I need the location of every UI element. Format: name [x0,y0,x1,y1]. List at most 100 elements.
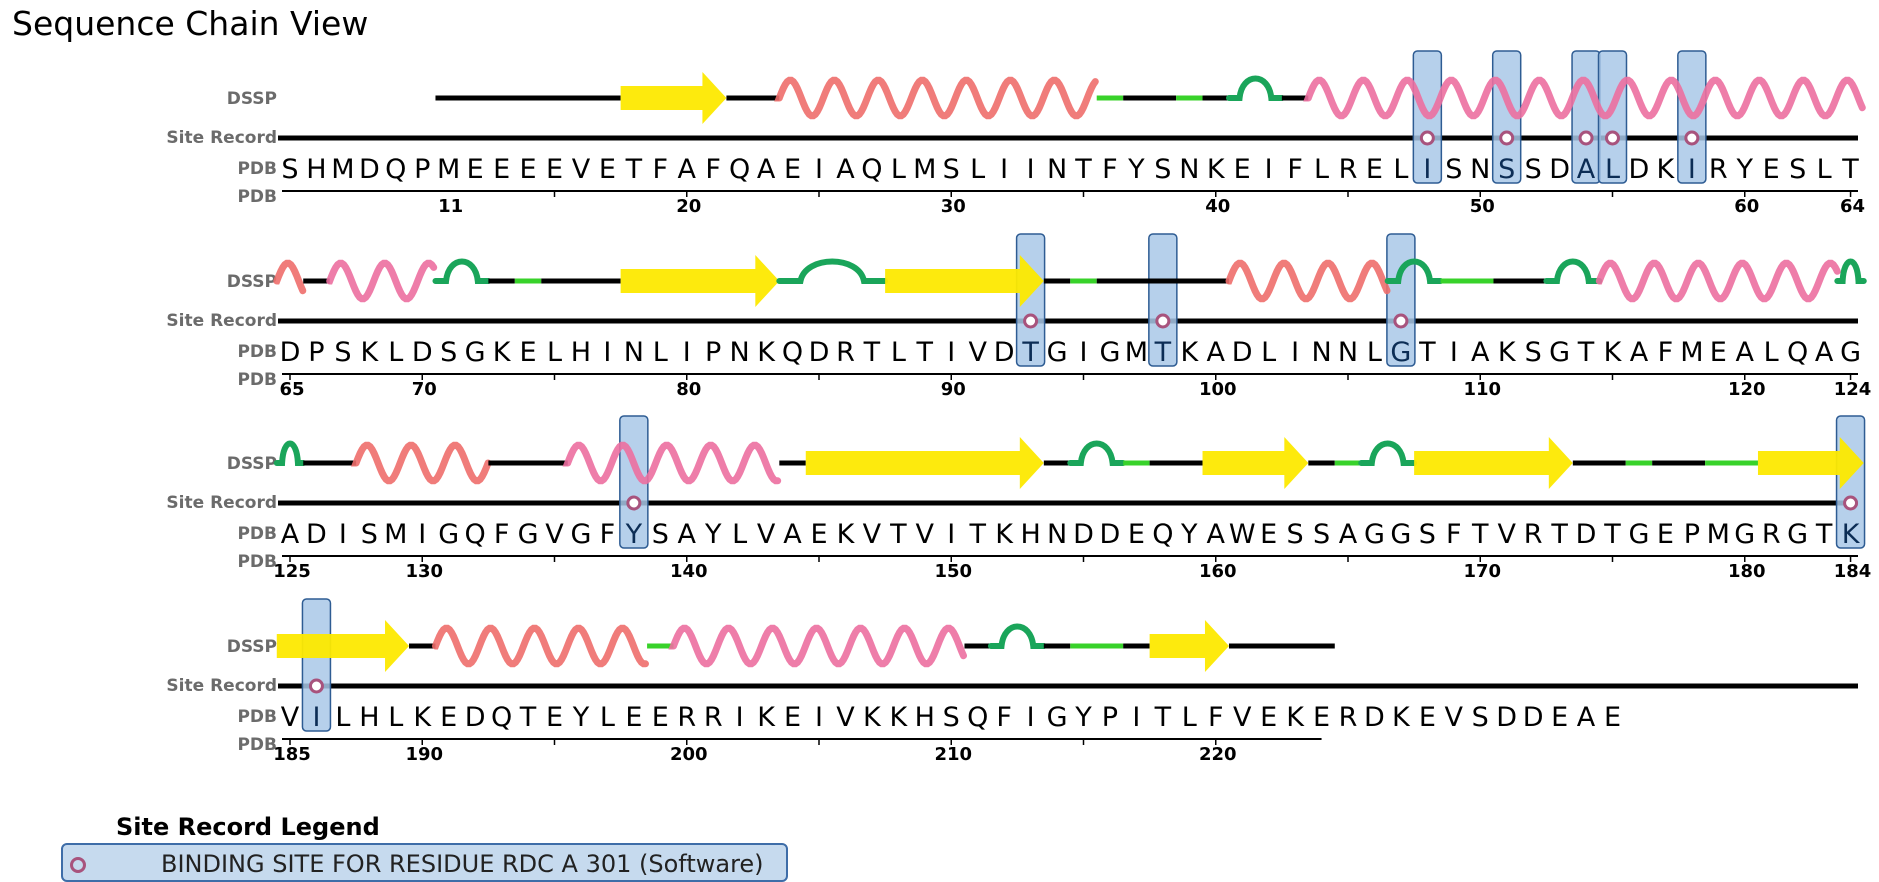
residue-letter: A [281,519,300,550]
residue-letter: Q [385,154,406,185]
residue-letter: D [1100,519,1121,550]
dssp-helix [431,624,649,668]
dssp-strand [1149,620,1229,672]
ruler-tick-label: 50 [1470,196,1495,217]
residue-letter: F [600,519,616,550]
track-label-pdb-numbering: PDB [237,735,277,755]
site-highlight [1386,233,1416,367]
residue-letter: L [1764,337,1779,368]
residue-letter: E [440,702,457,733]
residue-letter: V [281,702,300,733]
track-label-site-record: Site Record [166,311,277,331]
residue-letter: G [1364,519,1385,550]
legend-entry[interactable]: BINDING SITE FOR RESIDUE RDC A 301 (Soft… [61,843,788,882]
ruler-tick-label: 120 [1728,379,1766,400]
residue-letter: P [705,337,721,368]
dssp-strand [620,72,727,124]
residue-letter: K [1604,337,1623,368]
ruler-tick-label: 150 [934,561,972,582]
residue-letter: M [384,519,407,550]
dssp-strand [1757,437,1864,489]
dssp-turn [987,623,1047,649]
residue-letter: T [1418,337,1436,368]
dssp-helix [1303,76,1866,120]
residue-letter: K [1286,702,1305,733]
residue-letter: E [546,154,563,185]
ruler-tick-label: 220 [1199,744,1237,765]
dssp-strand [885,255,1044,307]
residue-letter: N [624,337,644,368]
residue-letter: S [1419,519,1436,550]
residue-letter: R [1339,154,1358,185]
residue-letter: T [1154,337,1172,368]
residue-letter: N [1311,337,1331,368]
residue-letter: E [1657,519,1674,550]
residue-letter: I [1000,154,1008,185]
dssp-strand [1202,437,1309,489]
dssp-strand [276,620,410,672]
ruler-tick-label: 30 [941,196,966,217]
legend-heading: Site Record Legend [116,813,380,841]
residue-letter: H [1020,519,1040,550]
residue-letter: V [757,519,776,550]
track-label-dssp: DSSP [227,89,277,109]
residue-letter: E [1763,154,1780,185]
residue-letter: M [331,154,354,185]
residue-letter: L [335,702,350,733]
residue-letter: Y [704,519,722,550]
ruler-tick-label: 180 [1728,561,1766,582]
residue-letter: T [1841,154,1859,185]
residue-letter: I [312,702,320,733]
track-label-pdb: PDB [237,524,277,544]
residue-letter: Y [1074,702,1092,733]
dssp-turn [273,440,307,466]
residue-letter: T [625,154,643,185]
dssp-helix [1225,259,1391,303]
ruler-tick-label: 64 [1840,196,1865,217]
residue-letter: L [388,337,403,368]
residue-letter: L [388,702,403,733]
residue-letter: A [1577,702,1596,733]
residue-letter: I [1291,337,1299,368]
residue-letter: A [678,519,697,550]
residue-letter: T [1577,337,1595,368]
site-marker-icon [1499,130,1515,146]
residue-letter: I [815,702,823,733]
residue-letter: S [334,337,351,368]
residue-letter: S [1287,519,1304,550]
ruler-tick-label: 140 [670,561,708,582]
residue-letter: M [1125,337,1148,368]
residue-letter: F [494,519,510,550]
residue-letter: D [1576,519,1597,550]
residue-letter: F [705,154,721,185]
residue-letter: M [1707,519,1730,550]
track-label-dssp: DSSP [227,454,277,474]
residue-letter: T [1074,154,1092,185]
residue-letter: T [889,519,907,550]
residue-letter: L [547,337,562,368]
residue-letter: T [519,702,537,733]
residue-letter: D [306,519,327,550]
residue-letter: K [493,337,512,368]
residue-letter: L [1182,702,1197,733]
residue-letter: H [915,702,935,733]
residue-letter: E [1313,702,1330,733]
residue-letter: A [1736,337,1755,368]
residue-letter: G [1787,519,1808,550]
ruler-tick-label: 60 [1734,196,1759,217]
residue-letter: T [916,337,934,368]
residue-letter: Q [491,702,512,733]
residue-letter: E [810,519,827,550]
residue-letter: L [1393,154,1408,185]
track-label-dssp: DSSP [227,272,277,292]
ruler-tick-label: 160 [1199,561,1237,582]
residue-letter: K [1392,702,1411,733]
residue-letter: R [677,702,696,733]
ruler-tick-label: 170 [1463,561,1501,582]
residue-letter: K [757,337,776,368]
residue-letter: G [465,337,486,368]
residue-letter: K [1180,337,1199,368]
residue-letter: K [1842,519,1861,550]
dssp-helix [1595,259,1841,303]
residue-letter: E [652,702,669,733]
